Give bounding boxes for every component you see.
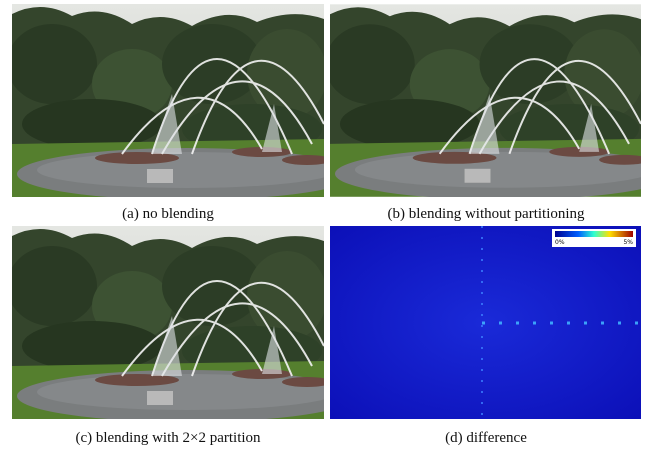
figure: 0% 5% (a) no blending (b) blending witho… [0,0,646,451]
colorbar-min: 0% [555,239,565,246]
image-c [7,226,357,422]
caption: (a) no blending [122,206,214,222]
colorbar-max: 5% [623,239,633,246]
caption: (c) blending with 2×2 partition [75,430,261,446]
image-a [7,4,357,200]
image-b [325,4,646,199]
caption: (d) difference [445,430,527,446]
colorbar [555,231,633,237]
caption: (b) blending without partitioning [387,206,585,222]
image-d: 0% 5% [330,226,641,419]
